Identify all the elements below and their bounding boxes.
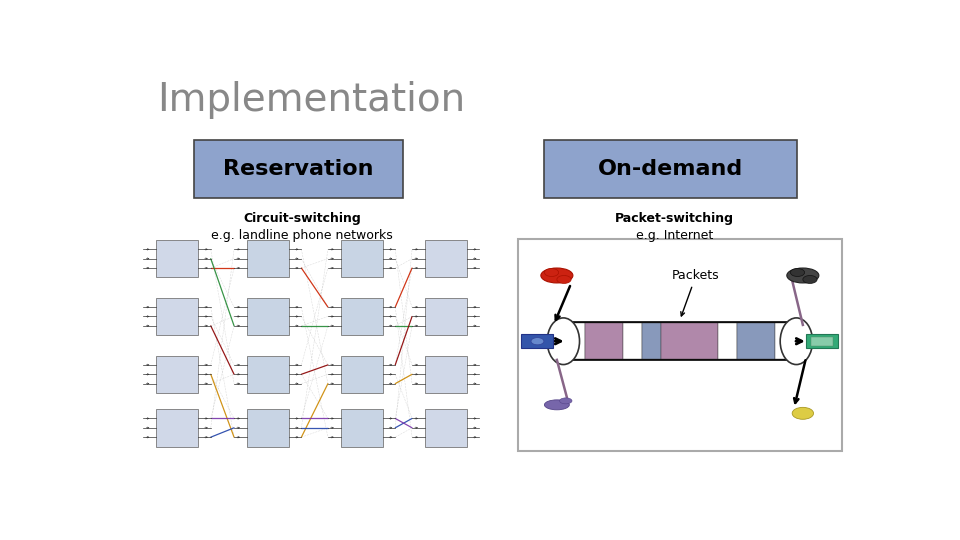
- Bar: [623, 323, 642, 359]
- Bar: [660, 323, 718, 359]
- Ellipse shape: [544, 268, 559, 276]
- Ellipse shape: [540, 268, 573, 283]
- Bar: [564, 322, 797, 360]
- Text: e.g. landline phone networks: e.g. landline phone networks: [211, 229, 394, 242]
- Text: Packets: Packets: [672, 269, 720, 316]
- Bar: [156, 409, 198, 447]
- Text: Packet-switching: Packet-switching: [614, 212, 733, 225]
- Bar: [642, 323, 660, 359]
- Ellipse shape: [544, 400, 569, 410]
- Bar: [424, 240, 467, 278]
- Bar: [156, 298, 198, 335]
- Bar: [194, 140, 403, 198]
- Ellipse shape: [790, 268, 804, 276]
- Bar: [156, 240, 198, 278]
- Bar: [341, 355, 383, 393]
- Bar: [247, 298, 289, 335]
- Text: Implementation: Implementation: [157, 82, 466, 119]
- Bar: [247, 355, 289, 393]
- Ellipse shape: [531, 338, 544, 345]
- Bar: [737, 323, 775, 359]
- Bar: [247, 240, 289, 278]
- Text: Reservation: Reservation: [224, 159, 373, 179]
- Ellipse shape: [787, 268, 819, 283]
- Ellipse shape: [803, 275, 817, 284]
- Bar: [565, 323, 585, 359]
- Bar: [811, 337, 833, 346]
- Bar: [424, 298, 467, 335]
- Ellipse shape: [780, 318, 812, 365]
- Bar: [518, 239, 842, 451]
- Bar: [775, 323, 794, 359]
- Bar: [424, 409, 467, 447]
- Bar: [585, 323, 623, 359]
- Bar: [341, 240, 383, 278]
- Bar: [341, 298, 383, 335]
- Bar: [341, 409, 383, 447]
- Bar: [806, 334, 838, 348]
- Ellipse shape: [557, 275, 571, 284]
- Bar: [424, 355, 467, 393]
- Ellipse shape: [560, 398, 572, 404]
- Bar: [718, 323, 737, 359]
- Ellipse shape: [547, 318, 580, 365]
- Ellipse shape: [792, 407, 813, 419]
- Text: Circuit-switching: Circuit-switching: [244, 212, 361, 225]
- Bar: [544, 140, 797, 198]
- Bar: [247, 409, 289, 447]
- Text: On-demand: On-demand: [598, 159, 743, 179]
- Text: e.g. Internet: e.g. Internet: [636, 229, 713, 242]
- Bar: [156, 355, 198, 393]
- Bar: [521, 334, 554, 348]
